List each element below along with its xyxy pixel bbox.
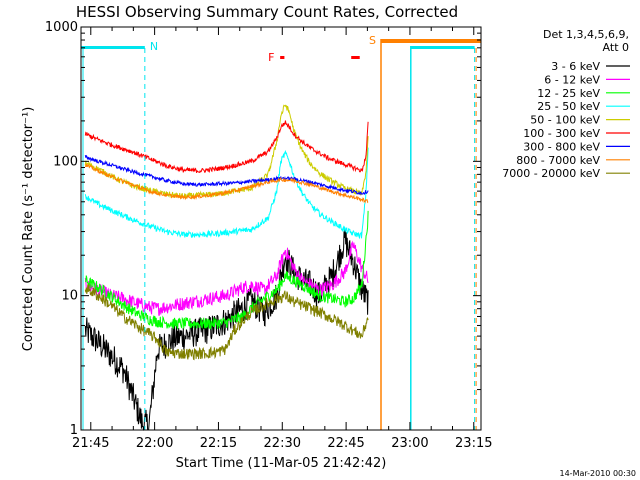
series-300-800-kev	[84, 154, 369, 196]
saa-bar	[381, 39, 481, 43]
x-tick-label: 21:45	[72, 436, 109, 451]
y-axis-label: Corrected Count Rate (s⁻¹ detector⁻¹)	[21, 107, 36, 352]
x-tick-label: 23:00	[391, 436, 428, 451]
legend-label-100-300-kev: 100 - 300 keV	[523, 127, 600, 140]
saa-label: S	[369, 34, 376, 47]
plot-frame	[80, 26, 482, 431]
legend-header: Att 0	[603, 41, 629, 54]
legend-label-6-12-kev: 6 - 12 keV	[544, 73, 600, 86]
y-tick-label: 1	[70, 423, 78, 438]
legend-label-3-6-kev: 3 - 6 keV	[551, 60, 600, 73]
y-axis: 1 10 100 1000	[45, 20, 481, 438]
series-50-100-kev	[84, 104, 369, 199]
series-100-300-kev	[84, 120, 369, 174]
annotation-layer: N S F	[81, 34, 481, 430]
y-tick-label: 1000	[45, 20, 78, 35]
x-axis: 21:45 22:00 22:15 22:30 22:45 23:00 23:15	[72, 27, 493, 451]
night2-bar	[410, 46, 475, 49]
series-800-7000-kev	[84, 163, 369, 204]
legend-label-12-25-kev: 12 - 25 keV	[537, 87, 600, 100]
legend-header: Det 1,3,4,5,6,9,	[543, 28, 629, 41]
x-tick-label: 22:00	[136, 436, 173, 451]
legend-label-7000-20000-kev: 7000 - 20000 keV	[502, 167, 600, 180]
y-tick-label: 10	[61, 289, 78, 304]
x-tick-label: 22:15	[200, 436, 237, 451]
flare-bar	[351, 56, 360, 59]
x-tick-label: 22:45	[327, 436, 364, 451]
footer-timestamp: 14-Mar-2010 00:30	[560, 469, 637, 478]
series-12-25-kev	[84, 210, 369, 330]
x-tick-label: 22:30	[264, 436, 301, 451]
chart-title: HESSI Observing Summary Count Rates, Cor…	[76, 3, 458, 21]
legend-label-300-800-kev: 300 - 800 keV	[523, 140, 600, 153]
x-axis-label: Start Time (11-Mar-05 21:42:42)	[176, 456, 387, 471]
x-tick-label: 23:15	[455, 436, 492, 451]
flare-bar	[280, 56, 285, 59]
series-3-6-kev	[84, 227, 369, 431]
series-layer	[84, 104, 369, 431]
legend-label-50-100-kev: 50 - 100 keV	[530, 114, 600, 127]
series-6-12-kev	[84, 240, 369, 316]
series-7000-20000-kev	[84, 284, 369, 361]
legend-label-25-50-kev: 25 - 50 keV	[537, 100, 600, 113]
y-tick-label: 100	[53, 154, 78, 169]
night-bar	[81, 46, 145, 49]
series-25-50-kev	[84, 147, 369, 240]
night-label: N	[150, 40, 158, 53]
legend-label-800-7000-kev: 800 - 7000 keV	[516, 154, 600, 167]
flare-label: F	[268, 51, 274, 64]
